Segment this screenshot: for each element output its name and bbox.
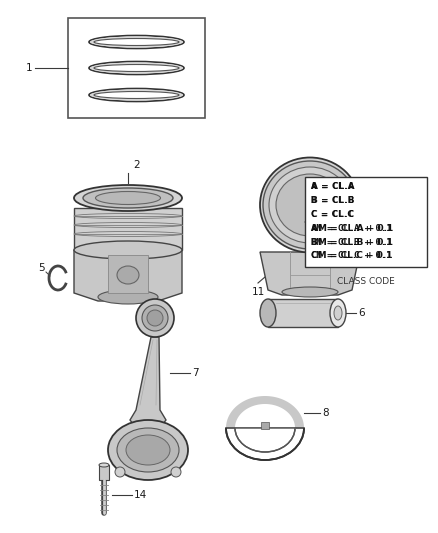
Ellipse shape: [115, 467, 125, 477]
Ellipse shape: [269, 167, 351, 243]
Text: 11: 11: [251, 287, 265, 297]
Ellipse shape: [147, 310, 163, 326]
Polygon shape: [74, 208, 182, 250]
Ellipse shape: [117, 266, 139, 284]
Text: A = CL.A: A = CL.A: [311, 182, 354, 191]
Ellipse shape: [94, 92, 179, 99]
Text: 8: 8: [322, 408, 328, 418]
Text: 5: 5: [39, 263, 45, 273]
Text: C = CL.C: C = CL.C: [311, 210, 354, 219]
Ellipse shape: [334, 306, 342, 320]
Text: CM = CL.C + 0.1: CM = CL.C + 0.1: [311, 252, 392, 261]
Ellipse shape: [74, 185, 182, 211]
Text: 2: 2: [133, 160, 140, 170]
Text: B = CL.B: B = CL.B: [311, 196, 354, 205]
Bar: [354, 190, 362, 198]
Ellipse shape: [282, 287, 338, 297]
Ellipse shape: [90, 62, 183, 74]
Ellipse shape: [136, 299, 174, 337]
Ellipse shape: [90, 90, 183, 101]
Ellipse shape: [263, 161, 357, 249]
Polygon shape: [226, 396, 304, 428]
Text: AM = CL.A + 0.1: AM = CL.A + 0.1: [311, 224, 392, 233]
Text: C = CL.C: C = CL.C: [311, 210, 354, 219]
Ellipse shape: [98, 290, 158, 304]
Text: CM = CL.C + 0.1: CM = CL.C + 0.1: [311, 252, 392, 261]
Ellipse shape: [83, 188, 173, 208]
Ellipse shape: [99, 463, 109, 467]
Ellipse shape: [330, 299, 346, 327]
Ellipse shape: [260, 299, 276, 327]
Text: AM = CL.A + 0.1: AM = CL.A + 0.1: [311, 224, 393, 233]
Ellipse shape: [95, 191, 160, 205]
Text: BM = CL.B + 0.1: BM = CL.B + 0.1: [311, 238, 392, 247]
Ellipse shape: [94, 38, 179, 45]
Polygon shape: [260, 252, 360, 295]
Text: CLASS CODE: CLASS CODE: [337, 277, 395, 286]
Ellipse shape: [89, 36, 184, 49]
Text: 6: 6: [358, 308, 364, 318]
Polygon shape: [130, 337, 166, 443]
Polygon shape: [74, 250, 182, 301]
Ellipse shape: [126, 435, 170, 465]
Bar: [261, 422, 269, 429]
Bar: [354, 210, 362, 218]
Ellipse shape: [108, 420, 188, 480]
Text: A = CL.A: A = CL.A: [311, 182, 355, 191]
Ellipse shape: [89, 61, 184, 75]
Ellipse shape: [74, 241, 182, 259]
Text: B = CL.B: B = CL.B: [311, 196, 354, 205]
Ellipse shape: [89, 88, 184, 101]
Bar: [305, 177, 427, 267]
Ellipse shape: [142, 305, 168, 331]
Text: 14: 14: [134, 490, 147, 500]
Ellipse shape: [117, 428, 179, 472]
Bar: [99, 465, 109, 480]
Bar: [68, 18, 205, 118]
Polygon shape: [268, 299, 338, 327]
Ellipse shape: [260, 157, 360, 253]
Ellipse shape: [94, 64, 179, 71]
Text: BM = CL.B + 0.1: BM = CL.B + 0.1: [311, 238, 393, 247]
Polygon shape: [108, 255, 148, 293]
Ellipse shape: [276, 174, 344, 236]
Ellipse shape: [171, 467, 181, 477]
Text: 1: 1: [25, 63, 32, 73]
Ellipse shape: [90, 36, 183, 47]
Bar: [354, 200, 362, 208]
Text: 7: 7: [192, 368, 198, 378]
